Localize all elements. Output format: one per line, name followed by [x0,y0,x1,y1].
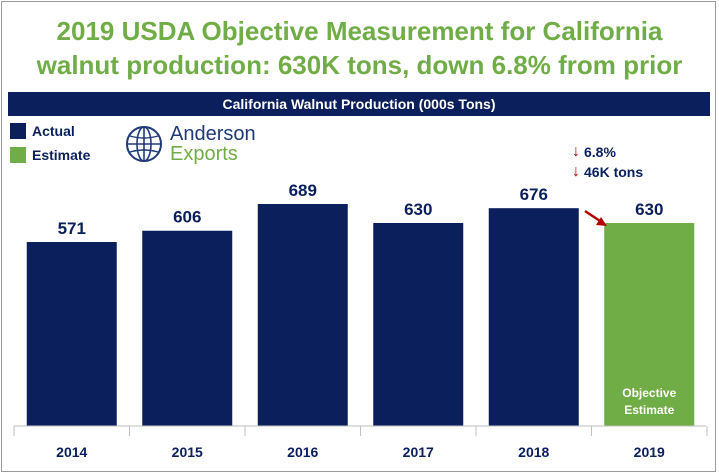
inner-label-line-1: Objective [622,386,676,400]
x-tick-label-2017: 2017 [403,444,434,460]
legend-label-estimate: Estimate [32,147,91,163]
change-arrow-head [596,217,607,226]
legend-swatch-actual [10,123,26,139]
data-label-2019: 630 [635,200,663,219]
annotation-pct-text: 6.8% [584,144,616,160]
legend-item-actual: Actual [10,122,75,140]
x-tick-label-2018: 2018 [518,444,549,460]
page-title: 2019 USDA Objective Measurement for Cali… [0,14,719,82]
data-label-2016: 689 [289,181,317,200]
down-arrow-icon: ↓ [572,143,580,160]
annotation-tons-change: ↓ 46K tons [572,163,643,181]
annotation-pct-change: ↓ 6.8% [572,143,616,161]
bar-2019 [604,223,695,426]
data-label-2014: 571 [58,219,86,238]
bar-2015 [142,230,233,426]
legend-item-estimate: Estimate [10,146,90,164]
x-tick-label-2019: 2019 [634,444,665,460]
logo-text-anderson: Anderson [170,123,256,145]
title-line-1: 2019 USDA Objective Measurement for Cali… [56,16,663,46]
anderson-exports-logo: Anderson Exports [124,122,256,166]
bar-2016 [257,204,348,426]
down-arrow-icon: ↓ [572,163,580,180]
legend-swatch-estimate [10,147,26,163]
legend-label-actual: Actual [32,123,75,139]
data-label-2015: 606 [173,208,201,227]
bar-2018 [488,208,579,426]
x-tick-label-2015: 2015 [172,444,203,460]
x-tick-label-2014: 2014 [56,444,87,460]
data-label-2018: 676 [520,185,548,204]
globe-icon [126,126,162,162]
annotation-tons-text: 46K tons [584,164,644,180]
x-tick-label-2016: 2016 [287,444,318,460]
bar-2017 [373,223,464,426]
logo-text-exports: Exports [170,143,238,165]
title-line-2: walnut production: 630K tons, down 6.8% … [36,50,683,80]
data-label-2017: 630 [404,200,432,219]
inner-label-line-2: Estimate [624,403,674,417]
bar-2014 [26,242,117,426]
chart-title-banner: California Walnut Production (000s Tons) [8,92,710,116]
